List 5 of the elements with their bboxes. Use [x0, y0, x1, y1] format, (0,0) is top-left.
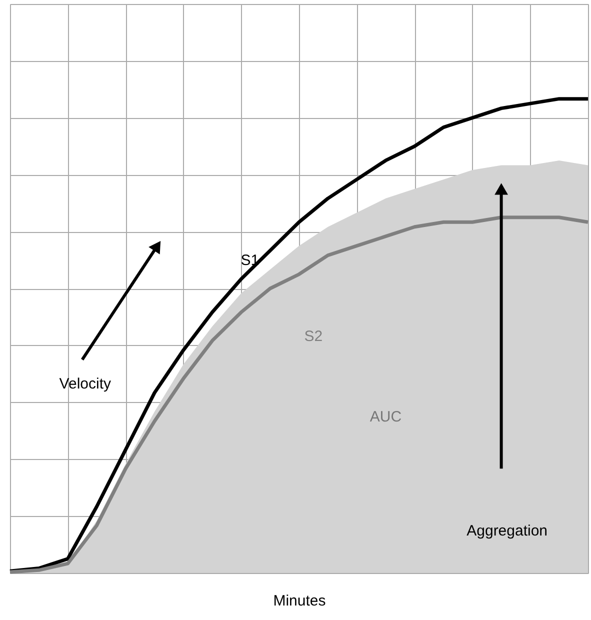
annotation: Aggregation [466, 522, 548, 540]
text: S2 [304, 328, 323, 345]
annotation: Velocity [59, 375, 112, 392]
series-label: AUC [370, 408, 402, 426]
x-axis-title: Minutes [273, 592, 326, 610]
